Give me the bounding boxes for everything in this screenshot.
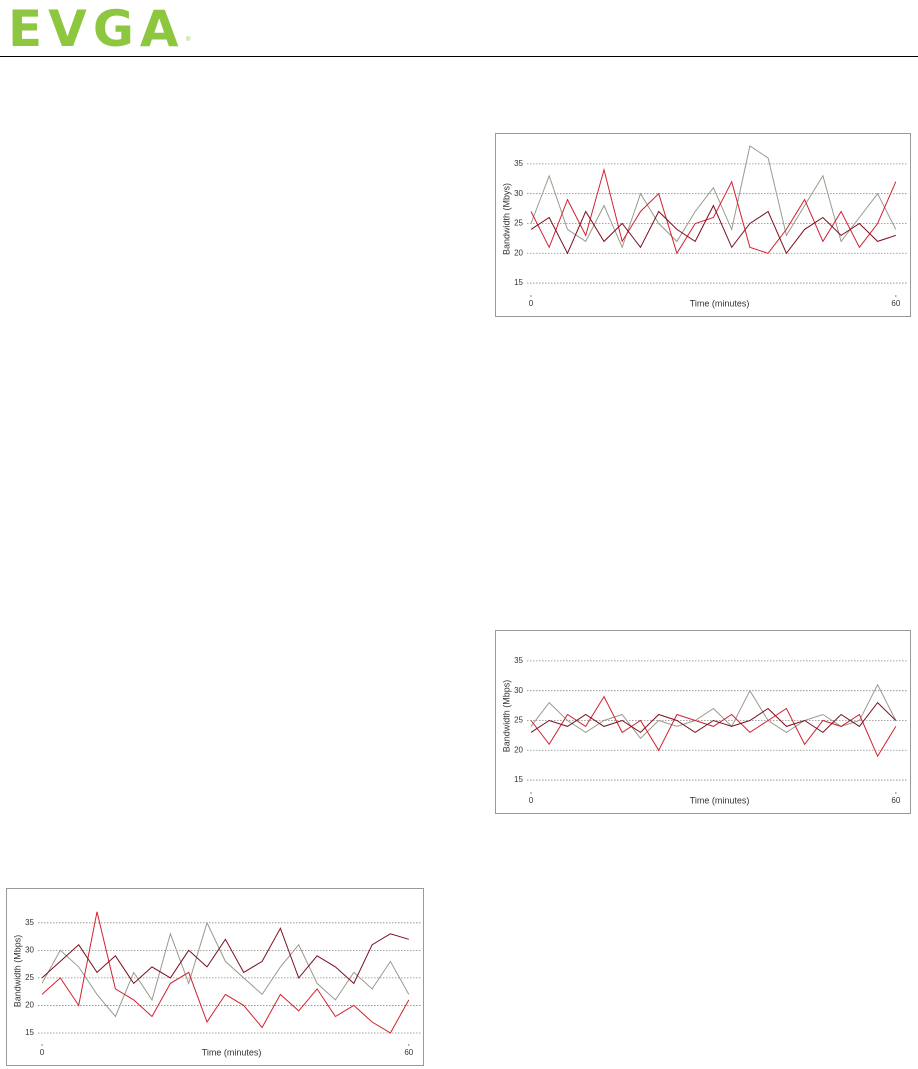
- data-line: [41, 927, 409, 985]
- chart: 15 20 25 30 35 0 60 Time (minutes) Bandwidth (Mb…: [495, 133, 911, 317]
- chart: 15 20 25 30 35 0 60 Time (minutes) Bandwidth (Mb…: [495, 630, 911, 814]
- x-tick-label: 60: [891, 299, 900, 308]
- data-line: [530, 145, 897, 249]
- chart: 15 20 25 30 35 0 60 Time (minutes) Bandwidth (Mb…: [6, 888, 424, 1066]
- y-axis-label: Bandwidth (Mbps): [501, 680, 511, 753]
- y-tick-label: 20: [25, 1001, 34, 1010]
- y-tick-label: 25: [514, 716, 523, 725]
- y-axis-label: Bandwidth (Mbps): [12, 935, 22, 1008]
- data-line: [530, 695, 897, 758]
- chart-frame: [6, 888, 424, 1066]
- x-tick-label: 0: [40, 1048, 45, 1057]
- y-tick-label: 15: [25, 1028, 34, 1037]
- y-tick-label: 25: [514, 219, 523, 228]
- header-rule: [0, 56, 918, 57]
- y-axis-label: Bandwidth (Mbys): [501, 183, 511, 255]
- x-axis-label: Time (minutes): [202, 1047, 262, 1057]
- y-tick-label: 35: [25, 918, 34, 927]
- registered-mark: ®: [186, 37, 191, 43]
- data-line: [41, 921, 410, 1018]
- y-tick-label: 30: [514, 189, 523, 198]
- data-line: [530, 701, 897, 734]
- y-tick-label: 15: [514, 775, 523, 784]
- y-tick-label: 35: [514, 159, 523, 168]
- data-line: [41, 911, 410, 1034]
- x-tick-label: 60: [891, 796, 900, 805]
- data-line: [530, 204, 896, 255]
- x-axis-label: Time (minutes): [690, 298, 750, 308]
- x-tick-label: 0: [529, 299, 534, 308]
- y-tick-label: 25: [25, 973, 34, 982]
- y-tick-label: 30: [25, 945, 34, 954]
- chart-frame: [495, 630, 911, 814]
- y-tick-label: 30: [514, 686, 523, 695]
- logo: EVGA: [8, 0, 185, 58]
- y-tick-label: 35: [514, 656, 523, 665]
- y-tick-label: 15: [514, 278, 523, 287]
- y-tick-label: 20: [514, 248, 523, 257]
- data-line: [530, 167, 897, 255]
- data-line: [530, 683, 897, 740]
- x-tick-label: 60: [404, 1048, 413, 1057]
- x-tick-label: 0: [529, 796, 534, 805]
- x-axis-label: Time (minutes): [690, 795, 750, 805]
- y-tick-label: 20: [514, 745, 523, 754]
